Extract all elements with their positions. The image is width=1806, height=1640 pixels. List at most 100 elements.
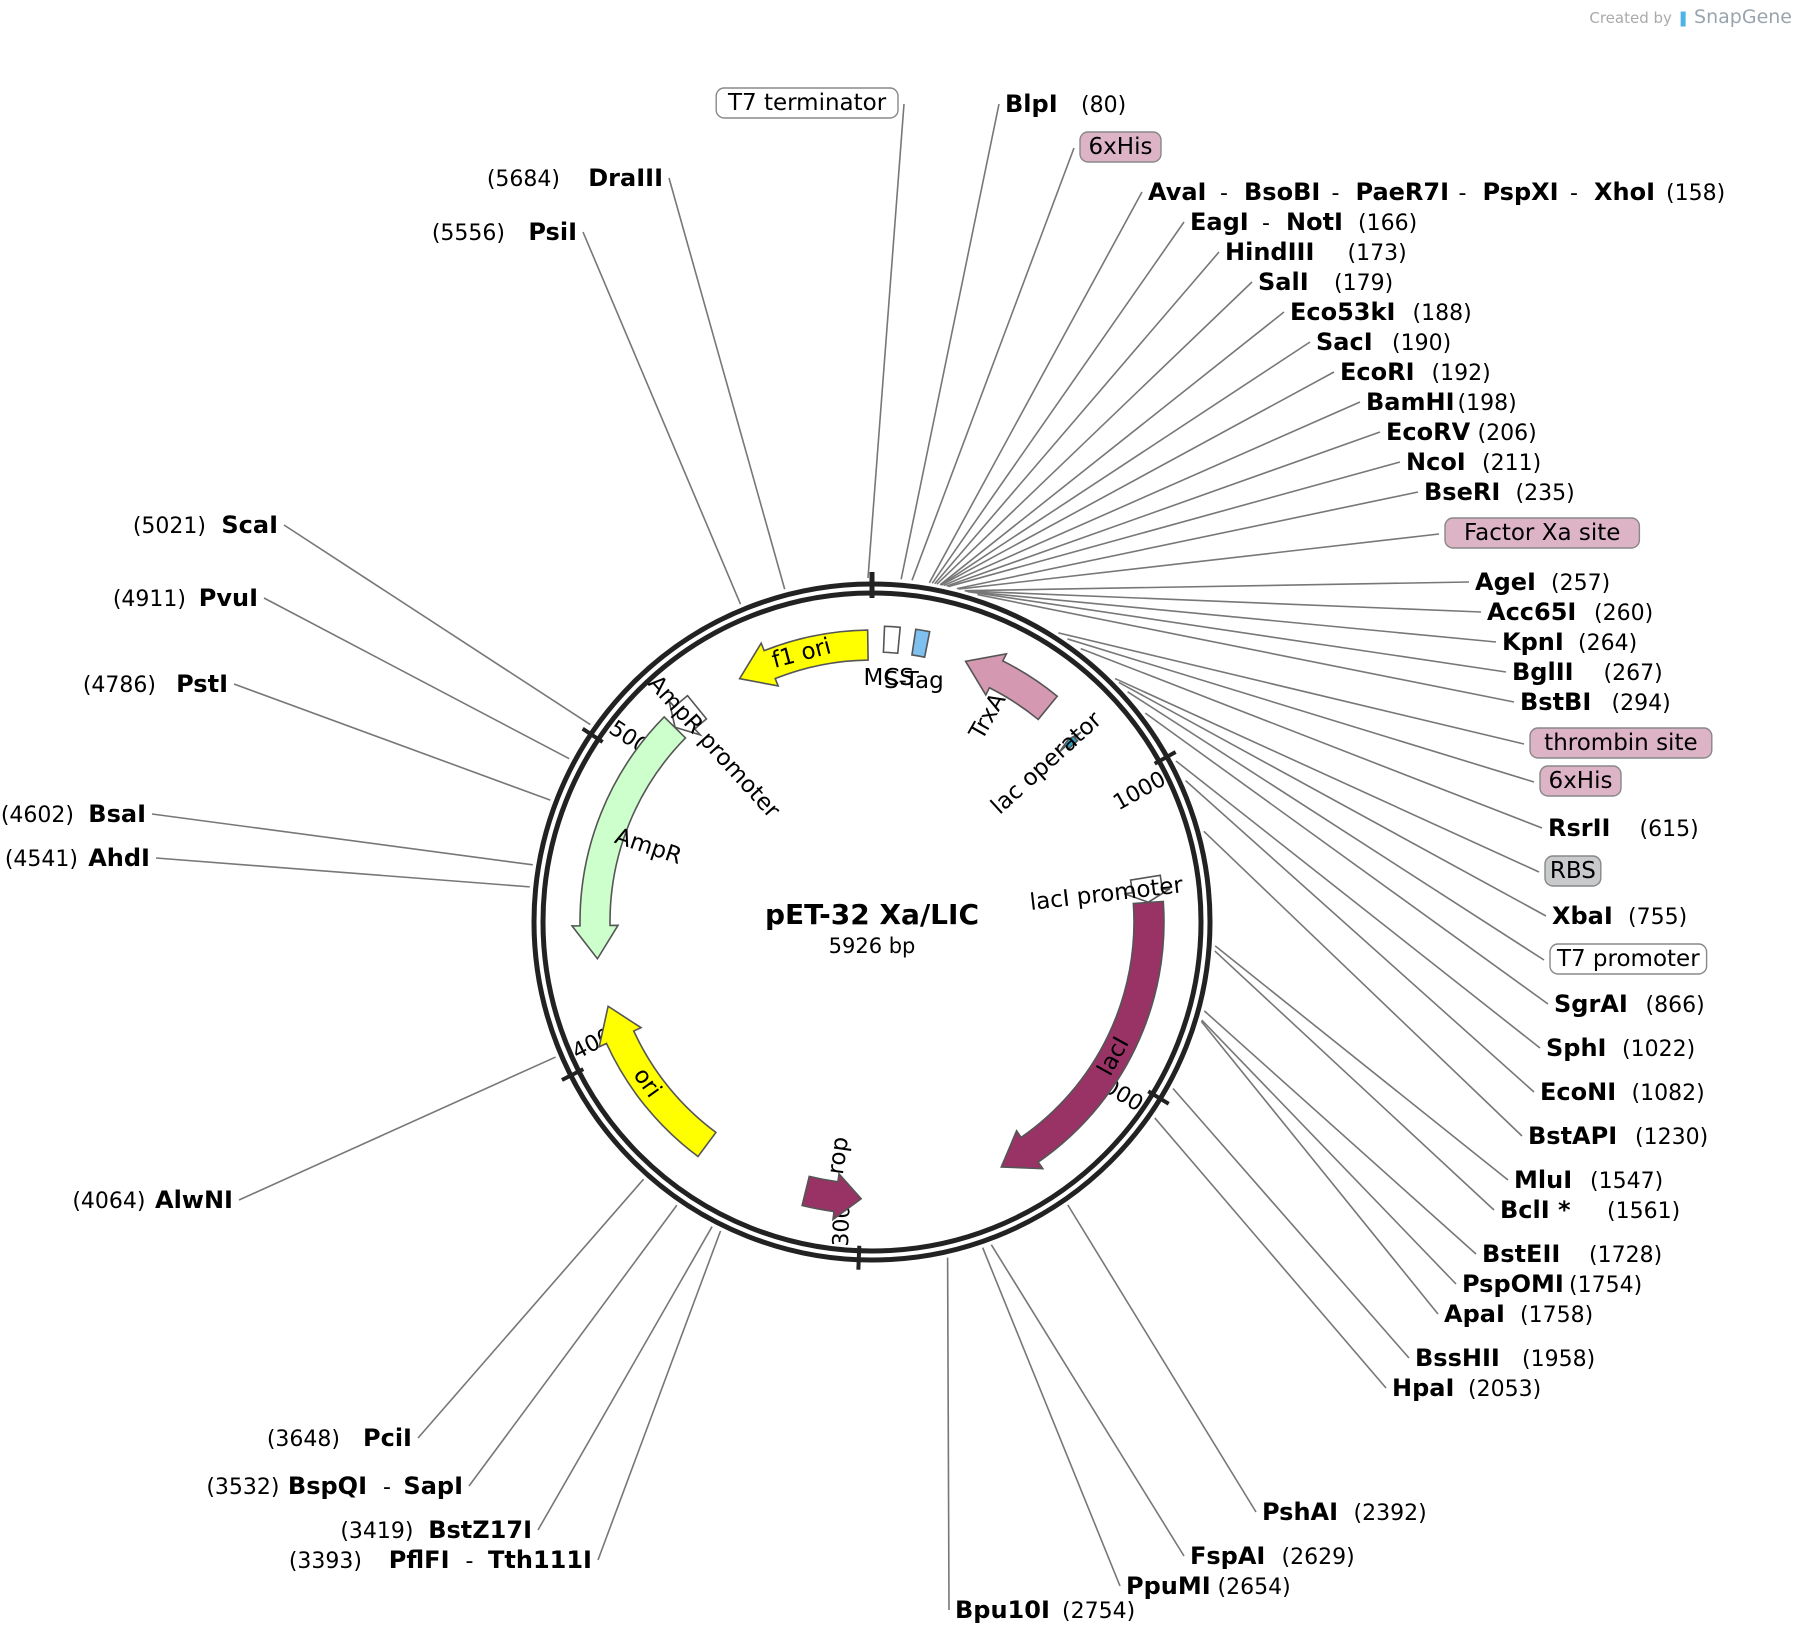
leader-eco53ki	[939, 311, 1285, 586]
site-name: BclI *	[1500, 1196, 1571, 1224]
callout-box	[1529, 727, 1713, 759]
leader-xbai	[1118, 681, 1547, 917]
feature-label-s-tag: S-Tag	[884, 668, 944, 694]
snapgene-credit: Created by ❚ SnapGene	[1589, 6, 1792, 28]
site-name-bsobi: BsoBI	[1244, 178, 1320, 206]
site-position: (1758)	[1520, 1303, 1593, 1328]
leader-t7-promoter	[1127, 691, 1545, 961]
feature-label-rop: rop	[823, 1135, 854, 1176]
leader-bstbi	[977, 593, 1515, 703]
feature-callout-thrombin-site: thrombin site	[1529, 727, 1713, 759]
site-position: (2053)	[1468, 1377, 1541, 1402]
site-separator: -	[1459, 181, 1467, 206]
leader-sgrai	[1144, 712, 1549, 1005]
callout-box	[715, 87, 899, 119]
leader-alwni	[238, 1056, 556, 1201]
site-name-psii: PsiI	[528, 218, 577, 246]
site-position: (188)	[1413, 301, 1472, 326]
site-position: (2629)	[1282, 1545, 1355, 1570]
site-name: BglII	[1512, 658, 1574, 686]
site-position: (3393)	[289, 1549, 362, 1574]
site-bsshii: BssHII (1958)	[1415, 1344, 1595, 1372]
site-name: ApaI	[1444, 1300, 1505, 1328]
tick-mark-5000	[581, 727, 604, 744]
site-acc65i: Acc65I (260)	[1487, 598, 1653, 626]
site-position: (1022)	[1622, 1037, 1695, 1062]
site-bstz17i: BstZ17I (3419)	[340, 1516, 532, 1544]
site-name-bsai: BsaI	[88, 800, 146, 828]
leader-t7-terminator	[867, 103, 905, 579]
leader-ppumi	[981, 1247, 1121, 1587]
site-bspqi-sapi: SapI-BspQI (3532)	[206, 1472, 463, 1500]
feature-trxa	[964, 652, 1059, 721]
site-name-pspxi: PspXI	[1483, 178, 1559, 206]
leader-ecori	[941, 371, 1335, 586]
site-name-psti: PstI	[176, 670, 228, 698]
site-position: (257)	[1551, 571, 1610, 596]
site-bstapi: BstAPI (1230)	[1528, 1122, 1708, 1150]
leader-hindiii	[934, 251, 1220, 585]
site-sali: SalI (179)	[1258, 268, 1393, 296]
site-name-sapi: SapI	[403, 1472, 463, 1500]
site-position: (264)	[1578, 631, 1637, 656]
leader-sphi	[1175, 760, 1541, 1049]
site-name: BstEII	[1482, 1240, 1560, 1268]
callout-box	[1544, 855, 1602, 887]
site-name-ahdi: AhdI	[88, 844, 150, 872]
tick-mark-2000	[1147, 1089, 1170, 1106]
site-name-eagi: EagI	[1190, 208, 1249, 236]
site-bstbi: BstBI (294)	[1520, 688, 1671, 716]
leader-bpu10i	[946, 1257, 950, 1611]
site-pshai: PshAI (2392)	[1262, 1498, 1427, 1526]
site-position: (4911)	[113, 587, 186, 612]
site-sphi: SphI (1022)	[1546, 1034, 1695, 1062]
callout-text: thrombin site	[1544, 730, 1697, 756]
site-name-draiii: DraIII	[588, 164, 663, 192]
leader-bseri	[956, 491, 1419, 590]
leader-pcii	[417, 1178, 645, 1439]
site-name: SacI	[1316, 328, 1373, 356]
leader-bsteii	[1203, 1010, 1477, 1255]
site-name: BseRI	[1424, 478, 1500, 506]
leader-bstz17i	[537, 1226, 713, 1531]
site-name: FspAI	[1190, 1542, 1265, 1570]
site-ppumi: PpuMI (2654)	[1126, 1572, 1291, 1600]
feature-label-lac-operator: lac operator	[986, 706, 1107, 819]
feature-label-trxa: TrxA	[964, 689, 1011, 745]
site-pspomi: PspOMI (1754)	[1462, 1270, 1642, 1298]
site-position: (294)	[1612, 691, 1671, 716]
feature-callout-6xhis: 6xHis	[1539, 765, 1622, 797]
site-apai: ApaI (1758)	[1444, 1300, 1593, 1328]
callout-box	[1539, 765, 1622, 797]
site-name: RsrII	[1548, 814, 1610, 842]
callout-text: 6xHis	[1089, 134, 1153, 160]
callout-text: Factor Xa site	[1464, 520, 1620, 546]
site-name: BstBI	[1520, 688, 1591, 716]
site-hindiii: HindIII (173)	[1225, 238, 1407, 266]
leader-psti	[233, 683, 551, 801]
site-name-scai: ScaI	[221, 511, 278, 539]
leader-bglii	[967, 590, 1507, 673]
site-sgrai: SgrAI (866)	[1554, 990, 1705, 1018]
feature-laci	[1000, 900, 1165, 1170]
site-name: BlpI	[1005, 90, 1058, 118]
site-ecorv: EcoRV (206)	[1386, 418, 1537, 446]
site-bsteii: BstEII (1728)	[1482, 1240, 1662, 1268]
site-name: BssHII	[1415, 1344, 1500, 1372]
site-bamhi: BamHI (198)	[1366, 388, 1517, 416]
site-position: (192)	[1432, 361, 1491, 386]
site-position: (173)	[1348, 241, 1407, 266]
leader-rsrii	[1080, 647, 1543, 829]
site-saci: SacI (190)	[1316, 328, 1451, 356]
leader-ecorv	[946, 431, 1381, 587]
site-position: (211)	[1482, 451, 1541, 476]
tick-mark-4000	[561, 1067, 585, 1082]
site-position: (5556)	[432, 221, 505, 246]
site-eagi-noti: EagI - NotI (166)	[1190, 208, 1417, 236]
leader-mlui	[1214, 945, 1509, 1181]
callout-box	[1549, 943, 1708, 975]
site-name: Acc65I	[1487, 598, 1576, 626]
feature-laci-promoter	[1124, 874, 1171, 904]
feature-callout-factor-xa-site: Factor Xa site	[1444, 517, 1641, 549]
site-name: Eco53kI	[1290, 298, 1395, 326]
